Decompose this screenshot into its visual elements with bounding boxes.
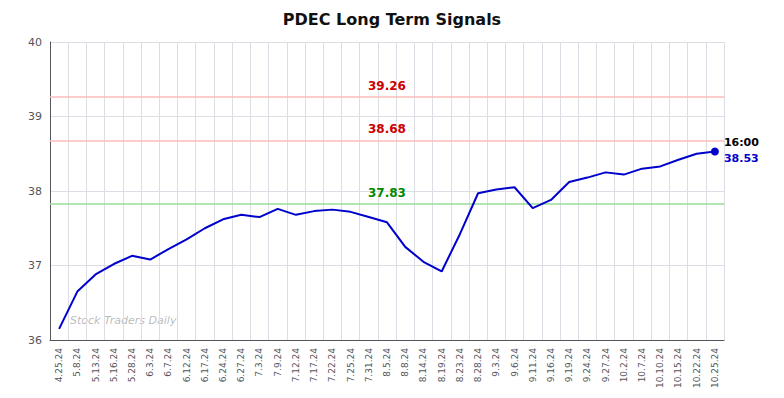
svg-text:9.19.24: 9.19.24	[564, 348, 574, 383]
svg-text:9.27.24: 9.27.24	[601, 348, 611, 383]
svg-text:7.12.24: 7.12.24	[291, 348, 301, 383]
svg-text:5.16.24: 5.16.24	[109, 348, 119, 383]
svg-text:5.13.24: 5.13.24	[91, 348, 101, 383]
svg-text:8.19.24: 8.19.24	[437, 348, 447, 383]
svg-text:7.31.24: 7.31.24	[364, 348, 374, 383]
svg-text:38: 38	[28, 185, 42, 198]
svg-text:8.14.24: 8.14.24	[418, 348, 428, 383]
svg-text:36: 36	[28, 334, 42, 347]
svg-text:9.24.24: 9.24.24	[582, 348, 592, 383]
svg-text:7.25.24: 7.25.24	[346, 348, 356, 383]
svg-text:39: 39	[28, 110, 42, 123]
svg-text:10.22.24: 10.22.24	[692, 348, 702, 388]
svg-text:8.8.24: 8.8.24	[400, 348, 410, 377]
svg-text:6.17.24: 6.17.24	[200, 348, 210, 383]
svg-text:10.10.24: 10.10.24	[655, 348, 665, 388]
svg-text:6.24.24: 6.24.24	[218, 348, 228, 383]
svg-text:6.3.24: 6.3.24	[145, 348, 155, 377]
svg-text:40: 40	[28, 36, 42, 49]
svg-text:10.15.24: 10.15.24	[673, 348, 683, 388]
svg-text:9.3.24: 9.3.24	[491, 348, 501, 377]
svg-text:9.11.24: 9.11.24	[528, 348, 538, 383]
svg-text:7.22.24: 7.22.24	[327, 348, 337, 383]
svg-text:9.16.24: 9.16.24	[546, 348, 556, 383]
svg-text:6.7.24: 6.7.24	[163, 348, 173, 377]
svg-text:8.23.24: 8.23.24	[455, 348, 465, 383]
svg-text:38.53: 38.53	[724, 152, 759, 165]
svg-text:16:00: 16:00	[724, 136, 759, 149]
svg-text:10.2.24: 10.2.24	[619, 348, 629, 383]
svg-text:PDEC Long Term Signals: PDEC Long Term Signals	[283, 10, 501, 29]
svg-text:5.28.24: 5.28.24	[127, 348, 137, 383]
svg-text:37: 37	[28, 259, 42, 272]
svg-text:7.17.24: 7.17.24	[309, 348, 319, 383]
svg-text:39.26: 39.26	[368, 79, 406, 93]
svg-text:8.28.24: 8.28.24	[473, 348, 483, 383]
svg-text:38.68: 38.68	[368, 122, 406, 136]
svg-text:5.8.24: 5.8.24	[72, 348, 82, 377]
svg-text:6.12.24: 6.12.24	[182, 348, 192, 383]
svg-text:6.27.24: 6.27.24	[236, 348, 246, 383]
svg-text:8.5.24: 8.5.24	[382, 348, 392, 377]
svg-text:37.83: 37.83	[368, 186, 406, 200]
svg-text:7.9.24: 7.9.24	[273, 348, 283, 377]
svg-text:10.7.24: 10.7.24	[637, 348, 647, 383]
svg-text:10.25.24: 10.25.24	[710, 348, 720, 388]
svg-text:4.25.24: 4.25.24	[54, 348, 64, 383]
svg-text:7.3.24: 7.3.24	[254, 348, 264, 377]
svg-text:9.6.24: 9.6.24	[510, 348, 520, 377]
